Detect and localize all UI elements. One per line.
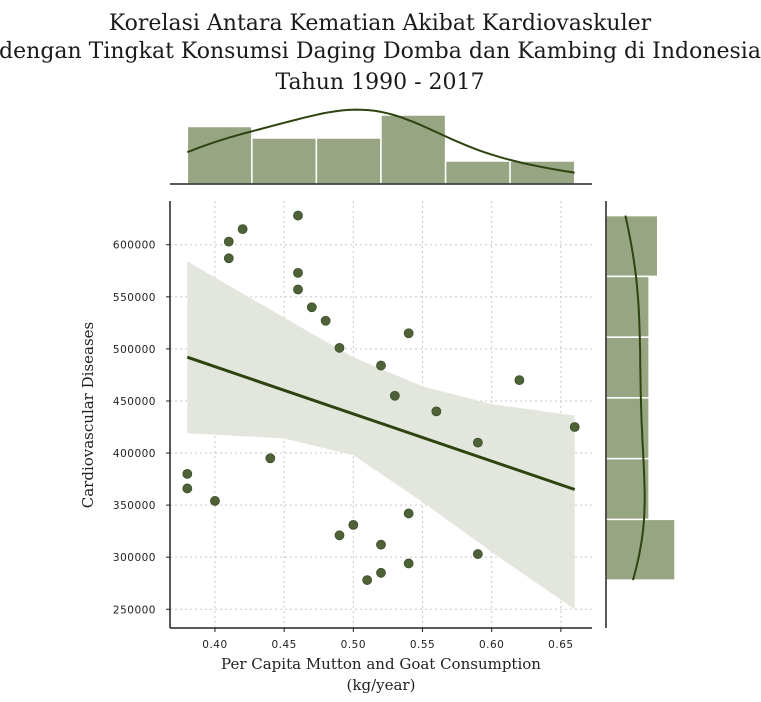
data-points [182, 210, 580, 585]
y-tick-label-6: 550000 [113, 292, 156, 304]
x-hist-bar-2 [315, 137, 382, 185]
title-line-1: Korelasi Antara Kematian Akibat Kardiova… [109, 11, 652, 36]
y-tick-label-5: 500000 [113, 344, 156, 356]
data-point-26 [376, 567, 386, 578]
data-point-5 [293, 284, 303, 295]
y-tick-label-0: 250000 [113, 604, 156, 616]
x-tick-labels: 0.40 0.45 0.50 0.55 0.60 0.65 [202, 639, 573, 651]
y-hist-bar-3 [605, 336, 650, 399]
data-point-0 [293, 210, 303, 221]
x-hist-bar-1 [251, 137, 318, 185]
data-point-14 [569, 422, 580, 432]
data-point-1 [237, 224, 248, 235]
data-point-17 [182, 468, 193, 479]
chart-title: Korelasi Antara Kematian Akibat Kardiova… [0, 11, 761, 95]
scatter-plot-area: 0.40 0.45 0.50 0.55 0.60 0.65 250000 300000 350… [113, 201, 592, 651]
data-point-16 [265, 453, 276, 464]
x-axis-label-line-2: (kg/year) [347, 676, 416, 694]
data-point-25 [403, 558, 414, 569]
y-tick-label-4: 450000 [113, 396, 156, 408]
data-point-3 [223, 253, 234, 264]
y-tick-label-2: 350000 [113, 500, 156, 512]
data-point-19 [210, 496, 220, 506]
axes [166, 201, 592, 632]
x-hist-bar-4 [444, 160, 511, 185]
data-point-6 [306, 302, 317, 313]
data-point-8 [403, 328, 414, 339]
x-axis-label-line-1: Per Capita Mutton and Goat Consumption [221, 655, 541, 673]
data-point-27 [362, 575, 373, 585]
data-point-22 [334, 530, 345, 541]
data-point-10 [376, 360, 386, 371]
y-hist-bar-4 [605, 275, 650, 338]
data-point-13 [431, 406, 442, 417]
y-hist-bar-1 [605, 457, 650, 521]
y-kde-curve [624, 215, 646, 581]
data-point-11 [514, 375, 525, 386]
y-tick-label-1: 300000 [113, 552, 156, 564]
data-point-15 [472, 437, 483, 448]
data-point-12 [389, 390, 400, 401]
x-tick-label-4: 0.60 [479, 639, 504, 651]
data-point-2 [223, 236, 234, 247]
regression-line [186, 355, 576, 491]
x-hist-bar-3 [380, 114, 447, 185]
data-point-7 [320, 315, 331, 326]
x-axis-label: Per Capita Mutton and Goat Consumption (… [221, 655, 541, 694]
y-tick-label-3: 400000 [113, 448, 156, 460]
data-point-18 [182, 483, 193, 494]
x-tick-label-0: 0.40 [202, 639, 227, 651]
y-tick-label-7: 600000 [113, 240, 156, 252]
x-hist-bar-0 [186, 125, 253, 185]
marginal-x-histogram [170, 108, 592, 185]
confidence-band [187, 261, 575, 610]
data-point-21 [348, 519, 359, 530]
x-kde-curve [186, 108, 575, 174]
y-axis-label: Cardiovascular Diseases [79, 322, 97, 509]
x-tick-label-5: 0.65 [548, 639, 573, 651]
x-tick-label-3: 0.55 [410, 639, 435, 651]
y-tick-labels: 250000 300000 350000 400000 450000 500000 5500… [113, 240, 156, 617]
x-tick-label-2: 0.50 [341, 639, 366, 651]
data-point-4 [293, 267, 303, 278]
title-line-3: Tahun 1990 - 2017 [276, 70, 485, 95]
data-point-9 [334, 342, 345, 353]
title-line-2: dengan Tingkat Konsumsi Daging Domba dan… [0, 39, 761, 64]
data-point-24 [472, 549, 483, 559]
marginal-y-histogram [605, 201, 676, 628]
x-tick-label-1: 0.45 [271, 639, 296, 651]
data-point-23 [376, 539, 386, 550]
data-point-20 [403, 508, 414, 519]
x-hist-bar-5 [509, 160, 576, 185]
